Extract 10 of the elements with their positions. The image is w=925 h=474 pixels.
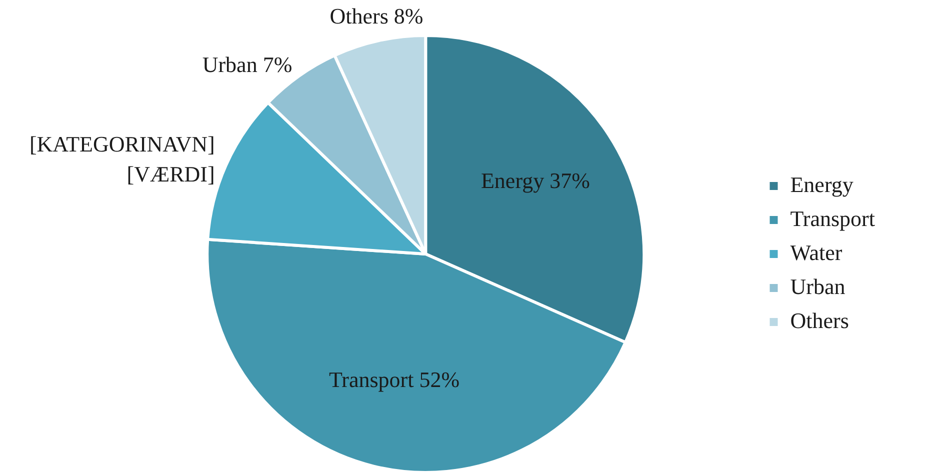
legend-label: Urban [790,274,846,299]
legend-label: Others [790,308,849,333]
data-label: [KATEGORINAVN] [VÆRDI] [29,132,215,187]
legend-label: Transport [790,206,876,231]
data-label: Urban 7% [202,52,292,77]
legend-label: Water [790,240,843,265]
data-label: Energy 37% [480,168,590,194]
data-label: Others 8% [330,4,424,29]
data-label: Transport 52% [328,367,460,392]
legend-label: Energy [790,172,854,197]
